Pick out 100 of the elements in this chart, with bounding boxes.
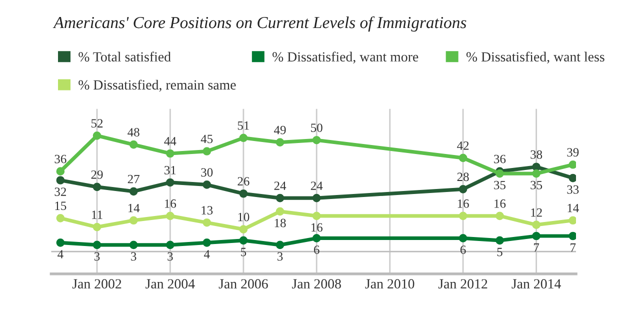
point (496, 212, 504, 220)
point (239, 134, 248, 142)
data-label: 30 (201, 168, 213, 177)
point (276, 207, 284, 216)
x-tick-label: Jan 2006 (218, 279, 268, 289)
data-label: 48 (128, 128, 140, 136)
data-label: 6 (460, 246, 466, 254)
data-label: 16 (458, 199, 469, 208)
point (92, 222, 102, 232)
point (532, 220, 540, 230)
x-tick-label: Jan 2004 (146, 279, 195, 289)
data-label: 3 (131, 252, 136, 261)
data-label: 5 (497, 248, 502, 256)
data-label: 3 (168, 252, 173, 261)
data-label: 14 (568, 204, 579, 212)
data-label: 31 (164, 166, 176, 174)
data-label: 12 (531, 208, 542, 217)
chart-title: Americans' Core Positions on Current Levels of Immigrations (52, 16, 466, 32)
x-tick-label: Jan 2002 (72, 279, 122, 289)
data-label: 14 (128, 204, 140, 212)
data-label: 16 (494, 199, 506, 208)
data-label: 33 (567, 185, 579, 194)
point (202, 180, 212, 189)
point (568, 160, 576, 169)
data-label: 24 (310, 182, 323, 190)
point (129, 187, 138, 196)
point (458, 185, 468, 194)
data-label: 44 (164, 137, 176, 146)
data-label: 15 (55, 202, 66, 210)
point (166, 149, 174, 158)
data-label: 3 (277, 252, 283, 261)
data-label: 35 (494, 180, 506, 190)
point (532, 169, 540, 178)
data-label: 27 (128, 174, 140, 184)
point (202, 147, 212, 156)
point (312, 136, 321, 144)
data-label: 7 (534, 243, 540, 252)
data-label: 36 (54, 154, 66, 164)
data-label: 32 (54, 188, 66, 196)
data-label: 28 (457, 172, 469, 182)
data-label: 4 (58, 250, 64, 258)
point (568, 216, 576, 225)
data-label: 38 (530, 150, 542, 159)
point (202, 218, 212, 227)
point (166, 240, 174, 250)
data-label: 3 (94, 252, 100, 261)
point (239, 189, 248, 198)
point (56, 176, 65, 184)
x-tick-label: Jan 2014 (512, 279, 561, 289)
data-label: 42 (457, 141, 469, 150)
point (568, 174, 576, 182)
point (496, 169, 504, 178)
point (276, 194, 284, 202)
point (92, 240, 102, 250)
data-label: 18 (274, 218, 286, 228)
data-label: 5 (241, 248, 246, 256)
data-label: 13 (202, 206, 213, 215)
point (239, 225, 248, 234)
point (166, 178, 174, 187)
data-label: 26 (238, 177, 250, 186)
data-label: 52 (91, 119, 103, 128)
point (56, 214, 65, 222)
data-label: 24 (274, 182, 286, 190)
point (129, 216, 138, 225)
point (92, 131, 102, 140)
point (56, 167, 65, 176)
point (129, 240, 138, 250)
point (56, 238, 65, 247)
point (276, 240, 284, 250)
point (532, 162, 540, 172)
point (458, 212, 468, 220)
legend-label: % Dissatisfied, remain same (78, 80, 236, 92)
point (202, 238, 212, 247)
data-label: 7 (570, 243, 576, 252)
data-label: 6 (314, 246, 320, 254)
data-label: 35 (530, 180, 542, 190)
legend-label: % Dissatisfied, want more (272, 52, 418, 64)
x-tick-label: Jan 2012 (438, 279, 488, 289)
data-label: 50 (311, 124, 322, 132)
point (312, 194, 321, 202)
legend-label: % Total satisfied (78, 52, 171, 62)
data-label: 16 (165, 199, 176, 208)
point (312, 212, 321, 220)
point (496, 236, 504, 245)
point (458, 234, 468, 242)
data-label: 16 (311, 223, 322, 232)
data-label: 39 (567, 148, 579, 157)
point (239, 236, 248, 245)
point (166, 212, 174, 220)
data-label: 51 (238, 121, 249, 130)
data-label: 4 (204, 250, 210, 258)
point (276, 138, 284, 147)
point (532, 232, 540, 240)
x-tick-label: Jan 2010 (365, 279, 414, 289)
point (568, 232, 576, 240)
data-label: 11 (92, 210, 102, 219)
point (312, 234, 321, 242)
point (129, 140, 138, 149)
data-label: 10 (238, 212, 250, 222)
point (92, 182, 102, 192)
